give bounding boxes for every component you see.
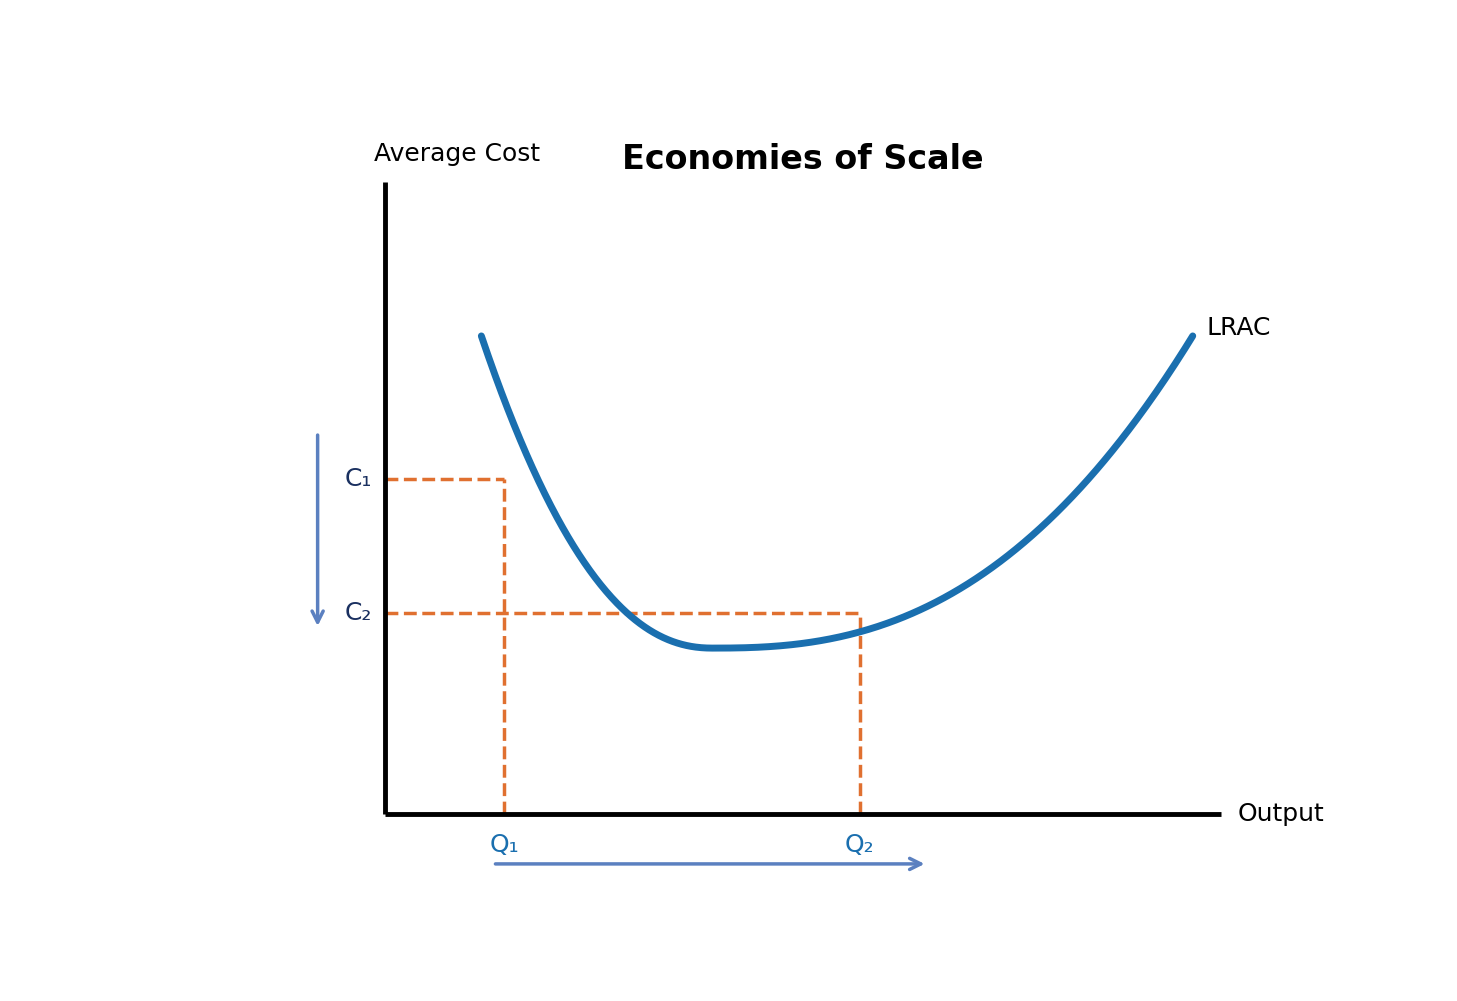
Text: Q₂: Q₂	[845, 833, 874, 857]
Text: Economies of Scale: Economies of Scale	[622, 143, 983, 176]
Text: Average Cost: Average Cost	[374, 142, 541, 166]
Text: Q₁: Q₁	[490, 833, 519, 857]
Text: C₁: C₁	[344, 466, 372, 490]
Text: Output: Output	[1238, 802, 1324, 826]
Text: LRAC: LRAC	[1206, 316, 1271, 340]
Text: C₂: C₂	[344, 602, 372, 626]
